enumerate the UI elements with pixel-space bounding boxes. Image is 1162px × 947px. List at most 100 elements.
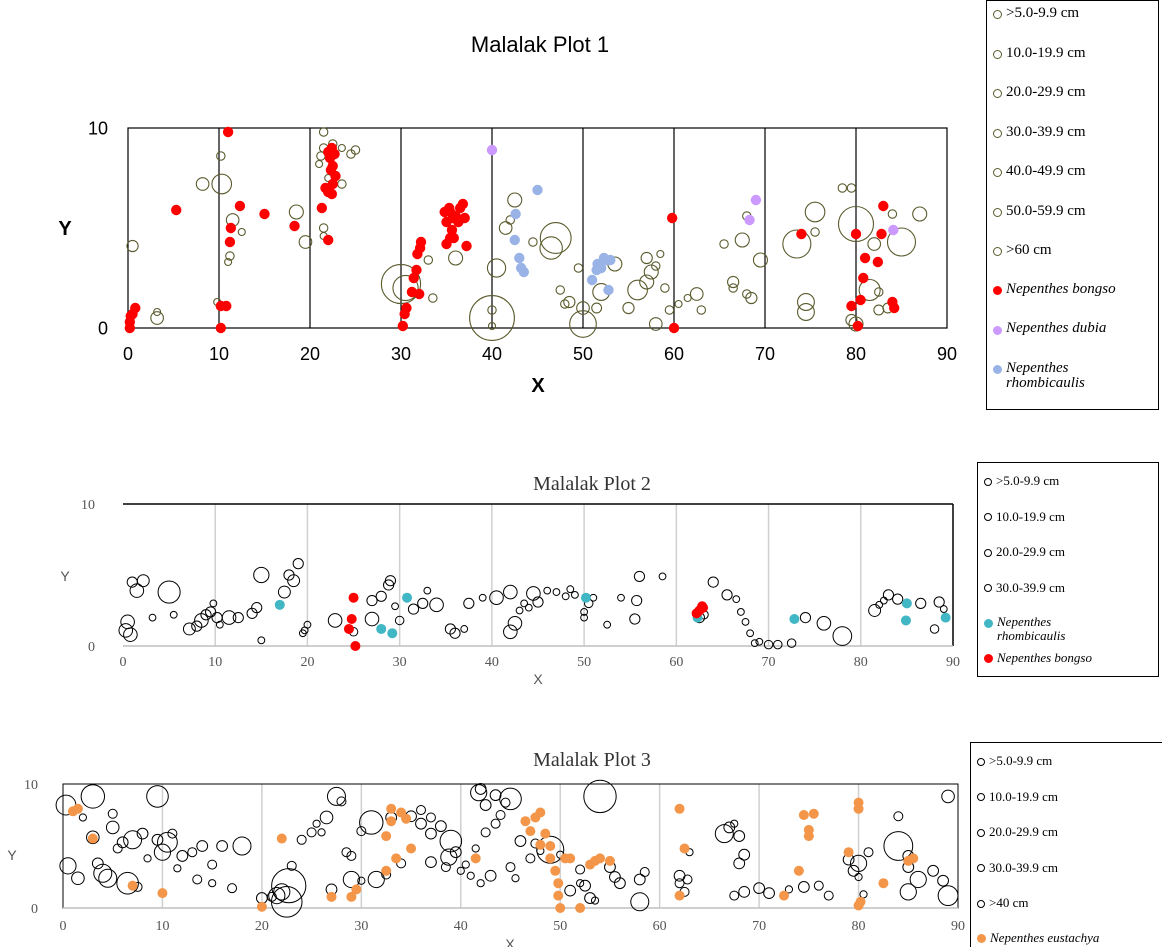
plot3-tree-point <box>674 878 685 889</box>
plot2-tree-point <box>253 566 270 584</box>
plot1-nepenthes-bongso-point <box>408 272 419 284</box>
plot1-legend-label: >5.0-9.9 cm <box>1006 5 1080 21</box>
plot1-nepenthes-dubia-point <box>888 224 899 236</box>
plot3-tree-point <box>456 866 465 875</box>
plot2-tree-point <box>169 610 178 619</box>
plot3-tree-point <box>893 811 904 822</box>
plot2-nepenthes-rhombicaulis-point <box>940 612 951 623</box>
plot3-tree-point <box>937 885 959 907</box>
plot2-tree-point <box>123 627 138 642</box>
plot3-tree-point <box>909 870 927 889</box>
plot3-tree-point <box>93 863 113 883</box>
plot2-tree-point <box>423 586 432 595</box>
plot1-tree-point <box>622 301 635 315</box>
plot1-legend-item: 40.0-49.9 cm <box>993 163 1153 180</box>
plot1-tree-point <box>837 183 848 193</box>
plot1-legend-item: Nepenthes bongso <box>993 281 1153 298</box>
plot3-legend-label: >40 cm <box>989 895 1029 910</box>
plot2-tree-point <box>933 596 945 608</box>
plot3-tree-point <box>479 799 492 811</box>
plot3-tree-point <box>883 831 914 861</box>
plot1-legend-label: Nepenthes rhombicaulis <box>1006 359 1085 392</box>
plot2-x-tick-label: 20 <box>300 655 314 670</box>
plot2-tree-point <box>750 639 759 648</box>
plot3-tree-point <box>232 836 252 856</box>
plot1-x-tick-label: 50 <box>573 344 593 364</box>
plot3-x-tick-label: 40 <box>454 919 468 934</box>
plot1-tree-point <box>555 285 565 295</box>
plot3-chart: Malalak Plot 3 X Y 0 10 20 30 40 50 60 70 80 90 0 1… <box>7 749 965 947</box>
plot1-nepenthes-rhombicaulis-point <box>509 234 520 246</box>
species-marker-icon <box>984 618 993 628</box>
plot3-tree-point <box>143 854 152 863</box>
plot1-tree-point <box>734 232 750 248</box>
plot1-nepenthes-bongso-point <box>316 202 328 214</box>
plot1-tree-point <box>423 255 434 265</box>
plot2-x-tick-label: 40 <box>485 655 499 670</box>
plot2-tree-point <box>786 638 797 648</box>
plot1-tree-point <box>528 237 538 247</box>
plot1-ylabel: Y <box>58 218 72 240</box>
plot3-nepenthes-eustachya-point <box>778 890 789 901</box>
plot1-tree-point <box>845 313 858 327</box>
plot2-tree-point <box>120 614 135 630</box>
plot1-tree-point <box>195 177 210 191</box>
plot1-x-tick-label: 10 <box>209 344 229 364</box>
tree-size-marker-icon <box>993 207 1002 217</box>
plot1-tree-point <box>858 278 881 302</box>
plot1-tree-point <box>796 293 815 311</box>
plot1-tree-point <box>573 263 584 273</box>
plot3-tree-point <box>167 828 178 839</box>
plot1-nepenthes-bongso-point <box>323 234 334 246</box>
plot1-tree-point <box>298 235 313 249</box>
plot2-tree-point <box>118 623 134 638</box>
plot3-tree-point <box>854 872 863 882</box>
plot2-legend-label: 20.0-29.9 cm <box>996 544 1065 559</box>
plot1-frame <box>127 127 948 329</box>
plot1-nepenthes-bongso-point <box>855 294 866 306</box>
plot1-legend-item: Nepenthes dubia <box>993 320 1153 337</box>
plot2-y-tick-label: 10 <box>81 498 95 513</box>
plot1-xlabel: X <box>531 375 545 397</box>
plot3-tree-point <box>71 871 85 886</box>
plot3-tree-point <box>476 879 485 888</box>
plot2-nepenthes-rhombicaulis-point <box>789 614 800 625</box>
species-marker-icon <box>984 654 993 664</box>
plot3-tree-point <box>346 850 357 861</box>
plot3-nepenthes-eustachya-point <box>386 816 397 827</box>
plot3-nepenthes-eustachya-point <box>276 833 287 844</box>
plot2-tree-point <box>633 570 646 583</box>
plot2-tree-point <box>580 613 589 622</box>
plot3-legend-item: 20.0-29.9 cm <box>977 824 1137 840</box>
plot1-nepenthes-bongso-point <box>411 264 422 276</box>
plot1-nepenthes-dubia-point <box>750 194 762 206</box>
plot1-y-tick-label: 0 <box>98 318 108 338</box>
plot3-tree-point <box>78 813 87 822</box>
plot3-tree-point <box>434 820 447 833</box>
plot2-tree-point <box>257 636 266 645</box>
plot2-nepenthes-rhombicaulis-point <box>274 599 285 610</box>
plot3-tree-point <box>505 862 516 873</box>
plot2-tree-point <box>251 602 263 614</box>
plot2-ylabel: Y <box>60 568 70 584</box>
plot1-tree-point <box>486 258 507 278</box>
plot2-tree-point <box>617 593 625 602</box>
plot3-x-tick-label: 30 <box>354 919 368 934</box>
plot1-tree-point <box>651 261 661 271</box>
plot3-nepenthes-eustachya-point <box>908 853 919 864</box>
plot3-nepenthes-eustachya-point <box>595 853 605 864</box>
plot1-nepenthes-bongso-point <box>459 212 470 224</box>
plot3-tree-point <box>484 869 497 882</box>
plot2-tree-point <box>503 584 518 600</box>
plot3-tree-point <box>849 854 868 872</box>
plot1-legend: >5.0-9.9 cm 10.0-19.9 cm 20.0-29.9 cm 30.0-… <box>986 0 1159 410</box>
plot3-tree-point <box>98 868 118 888</box>
plot1-tree-point <box>867 237 882 251</box>
plot2-tree-point <box>631 594 643 607</box>
plot3-nepenthes-eustachya-point <box>346 891 357 902</box>
plot3-tree-point <box>173 864 182 873</box>
plot1-tree-point <box>224 257 233 267</box>
plot1-tree-point <box>873 304 885 316</box>
plot1-nepenthes-bongso-point <box>234 200 246 212</box>
plot1-tree-point <box>539 236 563 260</box>
